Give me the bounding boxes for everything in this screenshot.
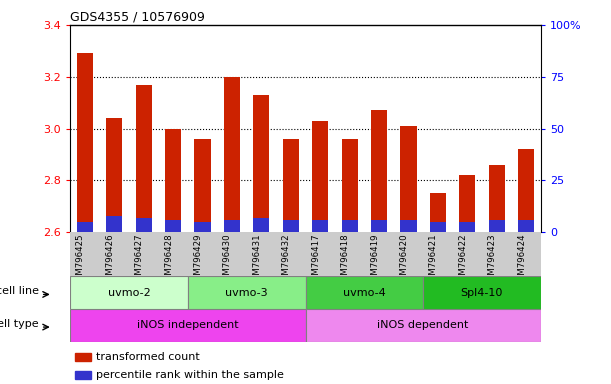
Text: cell line: cell line <box>0 286 38 296</box>
Bar <box>136 84 152 232</box>
Bar <box>312 220 328 232</box>
Bar <box>254 218 269 232</box>
Bar <box>400 126 417 232</box>
Bar <box>70 276 188 309</box>
Text: GSM796429: GSM796429 <box>194 233 203 286</box>
Text: uvmo-3: uvmo-3 <box>225 288 268 298</box>
Bar <box>518 220 534 232</box>
Bar <box>224 220 240 232</box>
Text: GSM796432: GSM796432 <box>282 233 291 286</box>
Bar <box>75 353 92 361</box>
Bar <box>106 216 122 232</box>
Bar <box>77 53 93 232</box>
Bar <box>224 77 240 232</box>
Bar <box>489 165 505 232</box>
Text: GSM796426: GSM796426 <box>105 233 114 286</box>
Text: GSM796428: GSM796428 <box>164 233 173 286</box>
Bar <box>306 309 541 342</box>
Text: iNOS independent: iNOS independent <box>137 320 239 331</box>
Bar <box>106 118 122 232</box>
Text: GSM796420: GSM796420 <box>400 233 408 286</box>
Bar <box>254 95 269 232</box>
Text: GSM796424: GSM796424 <box>517 233 526 286</box>
Text: GSM796421: GSM796421 <box>429 233 438 286</box>
Bar <box>165 220 181 232</box>
Text: GSM796422: GSM796422 <box>458 233 467 286</box>
Bar <box>75 371 92 379</box>
Text: GSM796419: GSM796419 <box>370 233 379 286</box>
Text: GSM796417: GSM796417 <box>311 233 320 286</box>
Bar <box>342 220 357 232</box>
Text: iNOS dependent: iNOS dependent <box>378 320 469 331</box>
Text: uvmo-2: uvmo-2 <box>108 288 150 298</box>
Bar <box>430 222 446 232</box>
Bar <box>283 220 299 232</box>
Text: cell type: cell type <box>0 319 38 329</box>
Bar <box>312 121 328 232</box>
Bar <box>400 220 417 232</box>
Bar <box>518 149 534 232</box>
Bar <box>459 175 475 232</box>
Bar <box>77 222 93 232</box>
Bar <box>283 139 299 232</box>
Bar <box>194 222 211 232</box>
Text: GSM796431: GSM796431 <box>252 233 262 286</box>
Text: GSM796425: GSM796425 <box>76 233 85 286</box>
Bar <box>70 309 306 342</box>
Bar <box>194 139 211 232</box>
Text: Spl4-10: Spl4-10 <box>461 288 503 298</box>
Text: GSM796418: GSM796418 <box>340 233 349 286</box>
Bar <box>371 111 387 232</box>
Bar <box>371 220 387 232</box>
Bar <box>165 129 181 232</box>
Text: percentile rank within the sample: percentile rank within the sample <box>96 370 284 380</box>
Text: GSM796427: GSM796427 <box>135 233 144 286</box>
Bar <box>306 276 423 309</box>
Text: transformed count: transformed count <box>96 352 200 362</box>
Bar <box>423 276 541 309</box>
Bar <box>459 222 475 232</box>
Bar <box>489 220 505 232</box>
Bar <box>136 218 152 232</box>
Text: GSM796423: GSM796423 <box>488 233 497 286</box>
Text: GSM796430: GSM796430 <box>223 233 232 286</box>
Bar <box>342 139 357 232</box>
Bar <box>430 194 446 232</box>
Bar <box>188 276 306 309</box>
Text: uvmo-4: uvmo-4 <box>343 288 386 298</box>
Text: GDS4355 / 10576909: GDS4355 / 10576909 <box>70 11 205 24</box>
